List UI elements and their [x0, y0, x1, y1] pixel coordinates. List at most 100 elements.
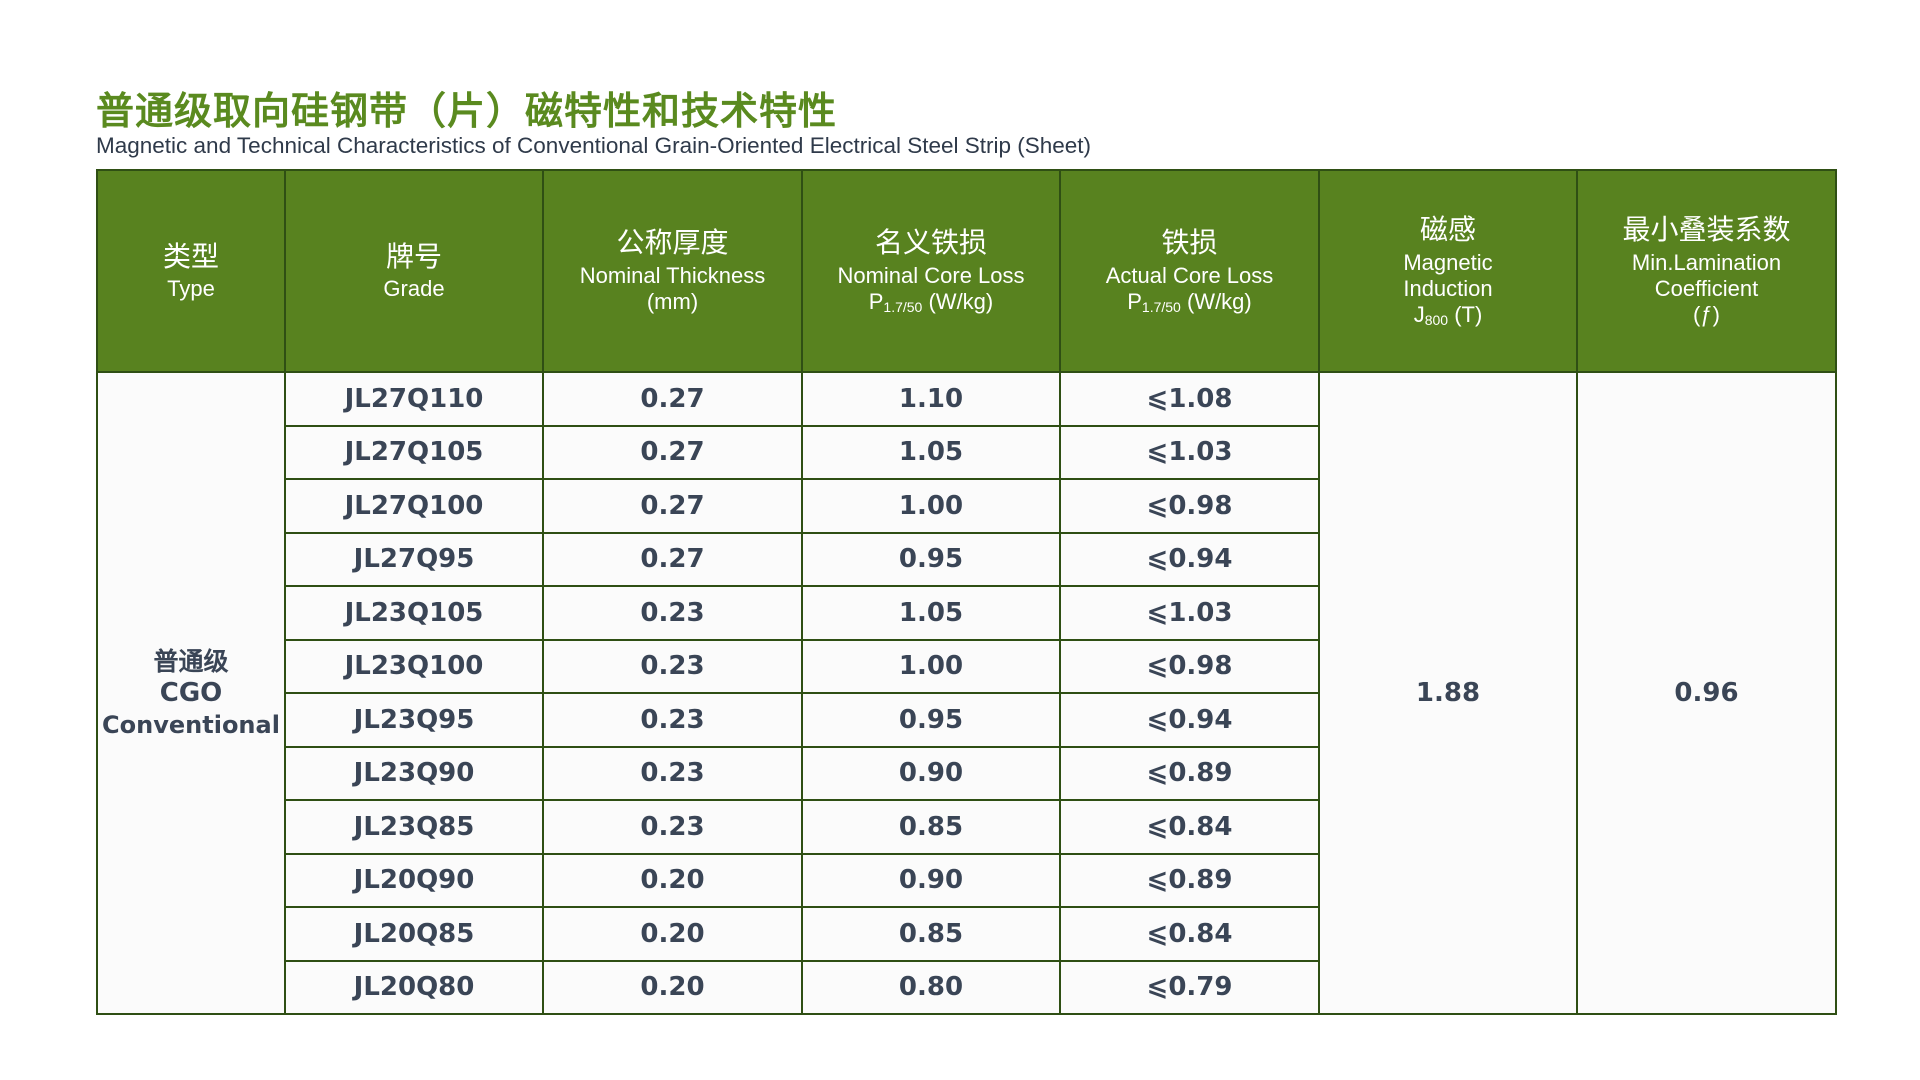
thickness-cell: 0.27 — [542, 424, 803, 480]
header-actual-loss-unit: P1.7/50 (W/kg) — [1061, 289, 1318, 316]
actual-loss-cell: ⩽1.03 — [1059, 585, 1320, 641]
lamination-value-cell: 0.96 — [1576, 371, 1837, 1015]
thickness-cell: 0.20 — [542, 852, 803, 908]
nominal-loss-unit-text: (W/kg) — [922, 289, 994, 315]
type-cell: 普通级 CGO Conventional — [96, 371, 286, 1015]
table-row: 普通级 CGO Conventional JL27Q110 0.27 1.10 … — [96, 371, 1837, 1015]
grade-cell: JL23Q100 — [284, 638, 544, 694]
header-induction-en-2: Induction — [1403, 275, 1493, 301]
header-nominal-loss-unit: P1.7/50 (W/kg) — [803, 289, 1059, 316]
header-actual-loss-en: Actual Core Loss — [1105, 262, 1274, 288]
header-nominal-loss: 名义铁损 Nominal Core Loss P1.7/50 (W/kg) — [801, 169, 1061, 373]
table-row: JL20Q85 0.20 0.85 ⩽0.84 — [97, 906, 1836, 962]
actual-loss-unit-text: (W/kg) — [1180, 289, 1252, 315]
grade-cell: JL27Q95 — [284, 531, 544, 587]
header-type-cn: 类型 — [162, 239, 219, 273]
actual-loss-cell: ⩽0.98 — [1059, 478, 1320, 534]
header-type-en: Type — [167, 276, 215, 302]
actual-loss-cell: ⩽1.03 — [1059, 424, 1320, 480]
header-induction-unit: J800 (T) — [1320, 302, 1576, 329]
table-row: JL20Q90 0.20 0.90 ⩽0.89 — [97, 852, 1836, 908]
page-title: 普通级取向硅钢带（片）磁特性和技术特性 — [96, 89, 838, 133]
thickness-cell: 0.20 — [542, 906, 803, 962]
grade-cell: JL27Q110 — [284, 371, 544, 427]
table-row: JL27Q95 0.27 0.95 ⩽0.94 — [97, 531, 1836, 587]
nominal-loss-cell: 1.05 — [801, 424, 1061, 480]
header-thickness-cn: 公称厚度 — [616, 226, 729, 260]
grade-cell: JL20Q80 — [284, 959, 544, 1015]
header-thickness: 公称厚度 Nominal Thickness (mm) — [542, 169, 803, 373]
header-lamination-en-1: Min.Lamination — [1631, 249, 1782, 275]
type-en: Conventional — [102, 710, 280, 739]
actual-loss-cell: ⩽0.98 — [1059, 638, 1320, 694]
page-subtitle: Magnetic and Technical Characteristics o… — [96, 133, 1092, 158]
actual-loss-cell: ⩽0.84 — [1059, 799, 1320, 855]
thickness-cell: 0.20 — [542, 959, 803, 1015]
grade-cell: JL23Q85 — [284, 799, 544, 855]
type-cn: 普通级 — [153, 647, 229, 677]
header-actual-loss-cn: 铁损 — [1161, 226, 1218, 260]
header-type: 类型 Type — [96, 169, 286, 373]
grade-cell: JL23Q90 — [284, 745, 544, 801]
table-row: JL23Q100 0.23 1.00 ⩽0.98 — [97, 638, 1836, 694]
thickness-cell: 0.27 — [542, 371, 803, 427]
header-nominal-loss-cn: 名义铁损 — [874, 226, 987, 260]
actual-loss-cell: ⩽1.08 — [1059, 371, 1320, 427]
header-grade-cn: 牌号 — [385, 239, 442, 273]
nominal-loss-cell: 0.90 — [801, 745, 1061, 801]
header-thickness-en: Nominal Thickness — [579, 262, 766, 288]
header-actual-loss: 铁损 Actual Core Loss P1.7/50 (W/kg) — [1059, 169, 1320, 373]
grade-cell: JL23Q95 — [284, 692, 544, 748]
thickness-cell: 0.23 — [542, 585, 803, 641]
nominal-loss-cell: 0.90 — [801, 852, 1061, 908]
actual-loss-cell: ⩽0.89 — [1059, 852, 1320, 908]
table-row: JL27Q105 0.27 1.05 ⩽1.03 — [97, 424, 1836, 480]
table-row: JL23Q90 0.23 0.90 ⩽0.89 — [97, 745, 1836, 801]
nominal-loss-cell: 0.95 — [801, 531, 1061, 587]
thickness-cell: 0.23 — [542, 638, 803, 694]
table-row: JL27Q100 0.27 1.00 ⩽0.98 — [97, 478, 1836, 534]
nominal-loss-cell: 0.80 — [801, 959, 1061, 1015]
header-grade-en: Grade — [383, 276, 445, 302]
table-row: JL23Q105 0.23 1.05 ⩽1.03 — [97, 585, 1836, 641]
thickness-cell: 0.27 — [542, 531, 803, 587]
header-induction-en-1: Magnetic — [1403, 249, 1493, 275]
table-row: JL23Q95 0.23 0.95 ⩽0.94 — [97, 692, 1836, 748]
table-header-row: 类型 Type 牌号 Grade 公称厚度 Nominal Thickness … — [96, 169, 1837, 373]
grade-cell: JL27Q100 — [284, 478, 544, 534]
grade-cell: JL27Q105 — [284, 424, 544, 480]
nominal-loss-cell: 0.85 — [801, 906, 1061, 962]
header-lamination-en-2: Coefficient — [1654, 276, 1759, 302]
actual-loss-subscript: 1.7/50 — [1141, 299, 1181, 316]
actual-loss-cell: ⩽0.94 — [1059, 531, 1320, 587]
table-row: JL23Q85 0.23 0.85 ⩽0.84 — [97, 799, 1836, 855]
induction-subscript: 800 — [1424, 312, 1449, 329]
header-lamination: 最小叠装系数 Min.Lamination Coefficient (ƒ) — [1576, 169, 1837, 373]
specification-table: 类型 Type 牌号 Grade 公称厚度 Nominal Thickness … — [96, 169, 1837, 1015]
header-grade: 牌号 Grade — [284, 169, 544, 373]
header-thickness-unit: (mm) — [646, 289, 699, 315]
nominal-loss-cell: 1.00 — [801, 478, 1061, 534]
header-induction-cn: 磁感 — [1419, 212, 1476, 246]
type-code: CGO — [159, 678, 223, 709]
induction-symbol: J — [1413, 302, 1425, 328]
nominal-loss-cell: 0.85 — [801, 799, 1061, 855]
nominal-loss-symbol: P — [868, 289, 884, 315]
table-row: JL20Q80 0.20 0.80 ⩽0.79 — [97, 959, 1836, 1015]
actual-loss-cell: ⩽0.89 — [1059, 745, 1320, 801]
actual-loss-symbol: P — [1127, 289, 1142, 315]
nominal-loss-cell: 1.10 — [801, 371, 1061, 427]
nominal-loss-cell: 1.05 — [801, 585, 1061, 641]
actual-loss-cell: ⩽0.94 — [1059, 692, 1320, 748]
induction-value-cell: 1.88 — [1318, 371, 1578, 1015]
nominal-loss-cell: 0.95 — [801, 692, 1061, 748]
grade-cell: JL20Q90 — [284, 852, 544, 908]
nominal-loss-subscript: 1.7/50 — [883, 299, 923, 316]
nominal-loss-cell: 1.00 — [801, 638, 1061, 694]
grade-cell: JL20Q85 — [284, 906, 544, 962]
thickness-cell: 0.23 — [542, 692, 803, 748]
thickness-cell: 0.27 — [542, 478, 803, 534]
grade-cell: JL23Q105 — [284, 585, 544, 641]
thickness-cell: 0.23 — [542, 799, 803, 855]
